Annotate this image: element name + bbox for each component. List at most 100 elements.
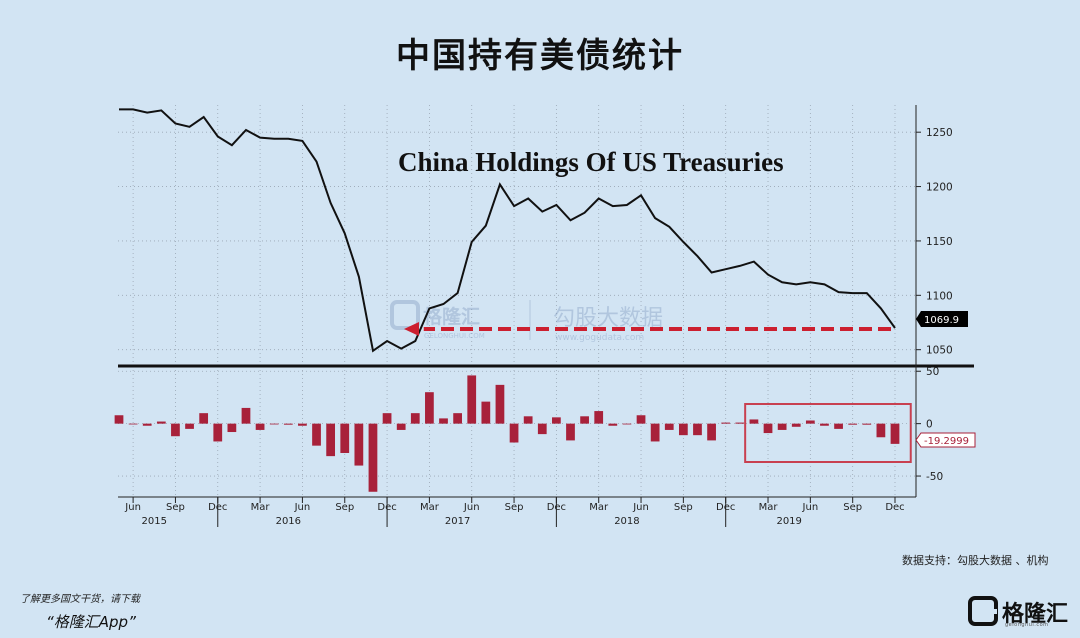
last-value-label: 1069.9 [924, 315, 959, 326]
bar [241, 407, 251, 424]
holdings-line [119, 108, 896, 353]
bar [382, 413, 392, 424]
y-tick-label: 50 [926, 366, 939, 378]
bar [410, 413, 420, 424]
y-tick-label: 1100 [926, 290, 953, 302]
bar [693, 423, 702, 436]
last-bar-badge-shape [915, 432, 976, 448]
bar [439, 418, 448, 424]
bar [721, 422, 731, 424]
x-year-label: 2017 [445, 516, 470, 527]
x-tick-label: Jun [463, 502, 480, 513]
bar [791, 423, 801, 427]
page-title: 中国持有美债统计 [396, 36, 684, 76]
bar [255, 423, 265, 430]
bar [171, 423, 180, 437]
bar [114, 415, 124, 424]
bar [425, 392, 434, 424]
bar [199, 413, 209, 424]
x-tick-label: Mar [420, 502, 440, 513]
bar [185, 423, 194, 429]
promo-line-1: 了解更多国文干货，请下载 [20, 594, 140, 605]
x-axis: Jun Sep Dec Mar Jun Sep Dec Mar Jun Sep Dec Mar Jun S… [118, 496, 916, 527]
bar [862, 423, 872, 425]
bar [820, 423, 829, 426]
last-value-badge-shape [916, 311, 968, 327]
watermark: 格隆汇 GELONGHUI.COM 勾股大数据 www.gogudata.com [390, 300, 663, 343]
last-bar-label: -19.2999 [924, 436, 969, 447]
bar [608, 423, 618, 426]
bar [636, 415, 646, 424]
bar [735, 422, 745, 424]
last-bar-badge: -19.2999 [915, 432, 976, 448]
bar [834, 423, 843, 429]
y-tick-label: 1250 [926, 127, 953, 139]
bar [566, 423, 575, 441]
x-tick-label: Dec [885, 502, 904, 513]
brand-logo [968, 596, 998, 626]
bar [213, 423, 223, 442]
bar [396, 423, 406, 430]
bar [890, 423, 900, 444]
promo-line-2: “格隆汇App” [46, 613, 136, 631]
bar [142, 423, 152, 426]
bar [805, 420, 815, 424]
bar [523, 416, 533, 424]
x-tick-label: Sep [166, 502, 185, 513]
watermark-logo-icon [390, 300, 420, 330]
x-tick-label: Jun [294, 502, 311, 513]
bar [156, 421, 166, 424]
bar [283, 423, 293, 425]
last-value-badge: 1069.9 [916, 311, 968, 327]
bar [749, 419, 759, 424]
bar [453, 413, 462, 424]
bar [269, 423, 279, 425]
bar [495, 384, 505, 424]
bottom-y-axis: -50 0 50 [915, 366, 943, 497]
bar [580, 416, 589, 424]
x-tick-label: Mar [759, 502, 779, 513]
x-tick-label: Jun [124, 502, 141, 513]
watermark-product-url: www.gogudata.com [555, 333, 644, 343]
x-tick-label: Mar [589, 502, 609, 513]
net-change-bars [114, 375, 900, 492]
x-tick-label: Sep [335, 502, 354, 513]
bar [594, 411, 604, 424]
bar [763, 423, 773, 434]
bar [128, 423, 138, 425]
brand-logo-url: gelonghui.com [1005, 622, 1049, 628]
watermark-brand-sub: GELONGHUI.COM [424, 332, 485, 340]
top-panel-grid [118, 105, 916, 366]
y-tick-label: 0 [926, 419, 933, 431]
top-y-axis: 1050 1100 1150 1200 1250 [915, 105, 953, 366]
bar [664, 423, 674, 430]
bar [312, 423, 321, 446]
bar [298, 423, 307, 426]
bar [848, 423, 858, 425]
x-tick-label: Jun [632, 502, 649, 513]
x-tick-label: Jun [802, 502, 819, 513]
watermark-brand: 格隆汇 [423, 305, 480, 328]
chart-title: China Holdings Of US Treasuries [398, 147, 784, 177]
bar [326, 423, 336, 457]
bar [481, 401, 491, 424]
chart-svg: 格隆汇 GELONGHUI.COM 勾股大数据 www.gogudata.com… [114, 105, 976, 527]
x-year-label: 2019 [776, 516, 801, 527]
highlight-box [744, 403, 912, 463]
bar [707, 423, 716, 441]
x-year-label: 2015 [142, 516, 167, 527]
bar [678, 423, 688, 436]
x-tick-label: Sep [674, 502, 693, 513]
bar [354, 423, 364, 466]
trend-arrow [404, 322, 891, 337]
bar [876, 423, 886, 438]
brand-logo-text: 格隆汇 [1002, 602, 1069, 627]
bar [227, 423, 237, 433]
y-tick-label: 1050 [926, 345, 953, 357]
y-tick-label: -50 [926, 471, 943, 483]
x-year-label: 2016 [276, 516, 301, 527]
y-tick-label: 1200 [926, 182, 953, 194]
bar [467, 375, 477, 424]
bar [622, 423, 632, 425]
bar [509, 423, 519, 443]
